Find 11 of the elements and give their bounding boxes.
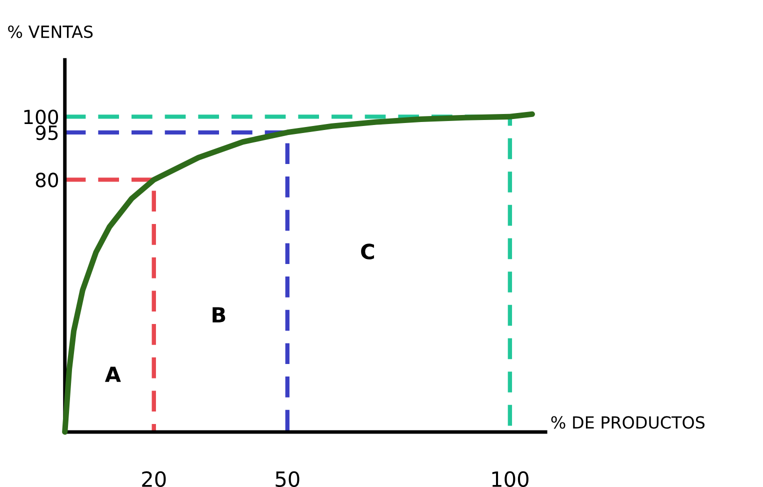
- x-axis-title: % DE PRODUCTOS: [551, 416, 705, 429]
- y-tick-label: 80: [36, 172, 58, 188]
- y-tick-label: 95: [36, 125, 58, 140]
- x-tick-label: 20: [142, 471, 166, 487]
- annotation: C: [361, 244, 374, 260]
- annotation: A: [104, 366, 121, 382]
- y-axis-title: % VENTAS: [8, 25, 93, 38]
- y-tick-label: 100: [24, 110, 58, 124]
- annotation: B: [212, 307, 226, 322]
- x-tick-label: 50: [276, 471, 300, 487]
- x-tick-label: 100: [492, 471, 528, 487]
